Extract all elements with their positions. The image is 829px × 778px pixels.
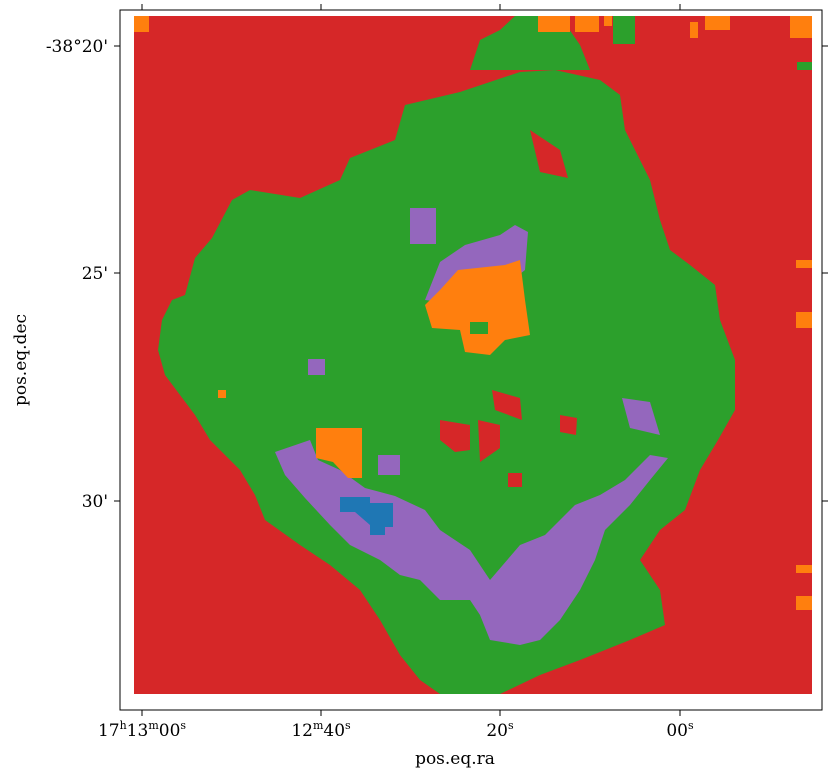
region-purple-small	[410, 208, 436, 244]
x-tick-label-2: 20s	[486, 719, 514, 741]
region-orange-spot-4	[604, 16, 612, 26]
plot-frame	[119, 9, 823, 711]
region-orange-dot	[218, 390, 226, 398]
y-axis-label: pos.eq.dec	[11, 314, 31, 406]
x-tick-label-1: 12m40s	[291, 719, 351, 741]
region-purple-dot	[308, 359, 325, 375]
region-orange-spot-1	[134, 16, 149, 32]
region-purple-arc	[275, 440, 668, 645]
region-orange-spot-5	[790, 16, 812, 38]
region-orange-spot-6	[705, 16, 730, 30]
axis-ticks	[114, 4, 828, 716]
y-tick-label-2: 30'	[82, 492, 108, 512]
region-orange-core	[425, 260, 530, 355]
y-tick-label-0: -38°20'	[46, 37, 108, 57]
region-green-gap	[470, 322, 488, 334]
region-green-top-right	[613, 16, 635, 44]
y-tick-label-1: 25'	[82, 264, 108, 284]
region-orange-spot-2	[538, 16, 570, 32]
region-blue	[340, 497, 393, 535]
region-orange-spot-9	[796, 312, 812, 328]
region-orange-spot-7	[690, 22, 698, 38]
region-green-edge	[797, 62, 812, 70]
region-red-hole-6	[508, 473, 522, 487]
region-orange-spot-11	[796, 596, 812, 610]
x-tick-label-0: 17h13m00s	[98, 719, 186, 741]
plot-area	[134, 16, 812, 694]
region-red-hole-1	[440, 420, 470, 452]
region-orange-spot-10	[796, 565, 812, 573]
region-purple-right	[622, 398, 660, 435]
region-red-hole-2	[478, 420, 500, 462]
region-orange-left	[316, 428, 362, 478]
region-orange-spot-8	[796, 260, 812, 268]
region-red-hole-5	[530, 130, 568, 178]
region-orange-spot-3	[575, 16, 599, 32]
region-red-hole-4	[560, 415, 577, 435]
x-tick-labels: 17h13m00s 12m40s 20s 00s	[98, 719, 694, 741]
x-tick-label-3: 00s	[666, 719, 694, 741]
y-tick-labels: -38°20' 25' 30'	[46, 37, 108, 512]
region-purple-mid	[378, 455, 400, 475]
x-axis-label: pos.eq.ra	[415, 749, 495, 769]
region-red-hole-3	[492, 390, 522, 420]
